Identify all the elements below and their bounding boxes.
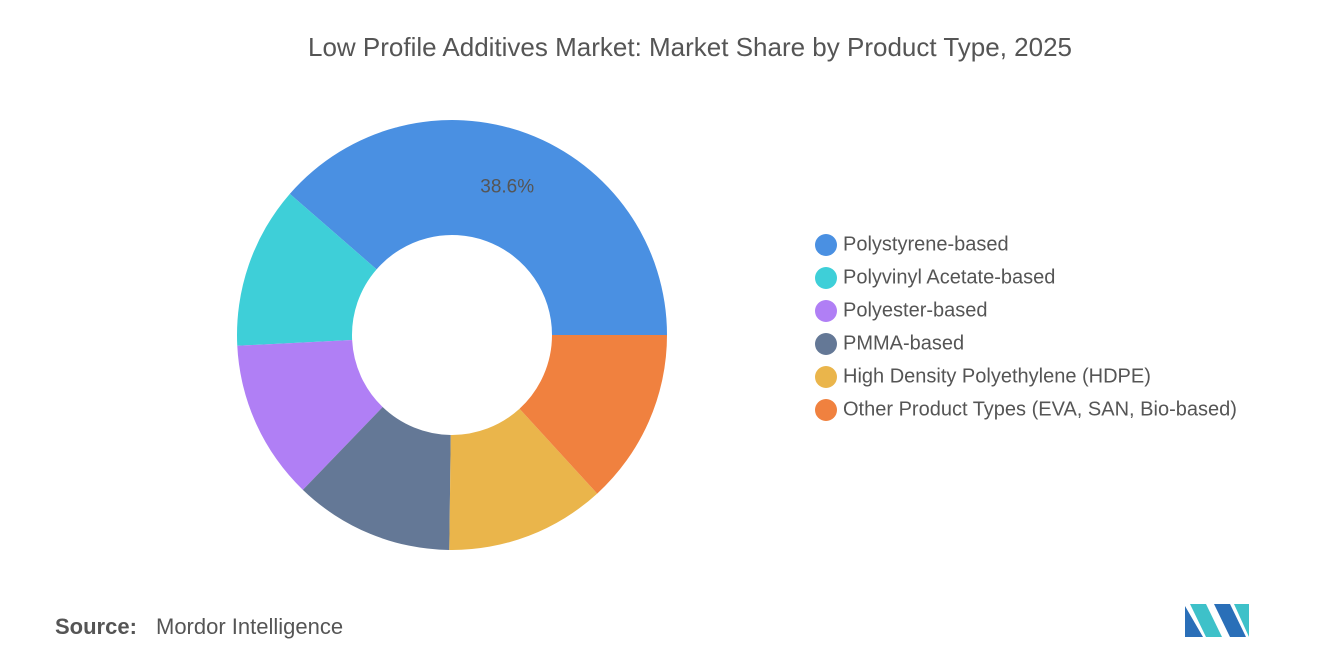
legend-swatch [815,267,837,289]
source-label: Source: [55,614,137,639]
legend-label: Polyester-based [843,299,988,321]
data-label: 38.6% [480,177,534,198]
donut-slice [237,193,377,346]
logo [1185,604,1249,637]
legend-swatch [815,366,837,388]
legend-swatch [815,333,837,355]
legend-swatch [815,234,837,256]
source: Mordor Intelligence [156,614,343,639]
chart-title: Low Profile Additives Market: Market Sha… [308,32,1072,62]
donut-slice [289,120,667,336]
legend-label: High Density Polyethylene (HDPE) [843,365,1151,387]
donut-slice [237,340,383,490]
donut-slice [449,408,598,550]
donut-slice [302,407,451,550]
legend-label: Polyvinyl Acetate-based [843,266,1055,288]
legend-swatch [815,399,837,421]
legend-label: Polystyrene-based [843,233,1009,255]
donut-slice [519,335,667,494]
legend-swatch [815,300,837,322]
legend-label: PMMA-based [843,332,964,354]
legend-label: Other Product Types (EVA, SAN, Bio-based… [843,398,1237,420]
